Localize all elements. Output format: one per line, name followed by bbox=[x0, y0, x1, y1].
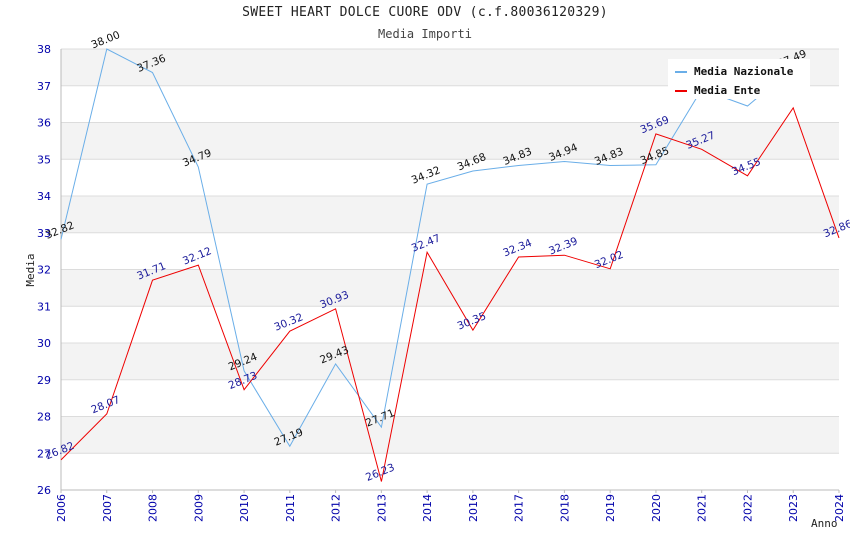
grid-band bbox=[61, 453, 839, 490]
y-tick-label: 36 bbox=[37, 117, 51, 130]
x-tick-label: 2014 bbox=[421, 494, 434, 522]
grid-band bbox=[61, 379, 839, 417]
y-tick-label: 31 bbox=[37, 300, 51, 313]
y-tick-label: 26 bbox=[37, 484, 51, 497]
legend-label-ente: Media Ente bbox=[694, 84, 761, 97]
y-tick-label: 33 bbox=[37, 227, 51, 240]
series-line-media-nazionale bbox=[60, 48, 794, 448]
y-tick-label: 29 bbox=[37, 374, 51, 387]
data-label: 38.00 bbox=[89, 29, 121, 51]
legend-box bbox=[668, 59, 810, 99]
x-tick-label: 2022 bbox=[741, 494, 754, 522]
x-tick-label: 2013 bbox=[375, 494, 388, 522]
grid-band bbox=[61, 196, 839, 233]
x-tick-label: 2009 bbox=[192, 494, 205, 522]
y-tick-label: 27 bbox=[37, 447, 51, 460]
series-lines bbox=[60, 48, 840, 482]
x-tick-label: 2012 bbox=[330, 494, 343, 522]
grid-band bbox=[61, 306, 839, 343]
legend-label-nazionale: Media Nazionale bbox=[694, 65, 794, 78]
y-axis-label: Media bbox=[24, 253, 37, 286]
x-tick-label: 2010 bbox=[238, 494, 251, 522]
x-tick-labels: 2006 2007 2008 2009 2010 2011 2012 2013 2014 2016… bbox=[55, 490, 846, 522]
y-tick-labels: 26 27 28 29 30 31 32 33 34 35 36 37 38 bbox=[37, 43, 51, 497]
grid-band bbox=[61, 343, 839, 380]
y-tick-label: 34 bbox=[37, 190, 51, 203]
chart-subtitle: Media Importi bbox=[378, 27, 472, 41]
grid-band bbox=[61, 232, 839, 270]
x-tick-label: 2020 bbox=[650, 494, 663, 522]
y-tick-label: 30 bbox=[37, 337, 51, 350]
x-axis-label: Anno bbox=[811, 517, 838, 530]
x-tick-label: 2008 bbox=[147, 494, 160, 522]
grid-lines bbox=[61, 48, 839, 491]
x-tick-label: 2018 bbox=[558, 494, 571, 522]
x-tick-label: 2019 bbox=[604, 494, 617, 522]
y-tick-label: 37 bbox=[37, 80, 51, 93]
x-tick-label: 2016 bbox=[467, 494, 480, 522]
x-tick-label: 2023 bbox=[787, 494, 800, 522]
x-tick-label: 2006 bbox=[55, 494, 68, 522]
grid-band bbox=[61, 269, 839, 307]
axes bbox=[60, 49, 839, 491]
chart-title: SWEET HEART DOLCE CUORE ODV (c.f.8003612… bbox=[242, 5, 608, 20]
grid-band bbox=[61, 122, 839, 160]
series-line-media-ente bbox=[60, 106, 840, 482]
y-tick-label: 38 bbox=[37, 43, 51, 56]
y-tick-label: 35 bbox=[37, 153, 51, 166]
y-tick-label: 32 bbox=[37, 264, 51, 277]
x-tick-label: 2007 bbox=[101, 494, 114, 522]
x-tick-label: 2021 bbox=[696, 494, 709, 522]
y-tick-label: 28 bbox=[37, 411, 51, 424]
x-tick-label: 2024 bbox=[833, 494, 846, 522]
grid-band bbox=[61, 416, 839, 454]
legend: Media Nazionale Media Ente bbox=[668, 59, 810, 99]
x-tick-label: 2011 bbox=[284, 494, 297, 522]
x-tick-label: 2017 bbox=[513, 494, 526, 522]
